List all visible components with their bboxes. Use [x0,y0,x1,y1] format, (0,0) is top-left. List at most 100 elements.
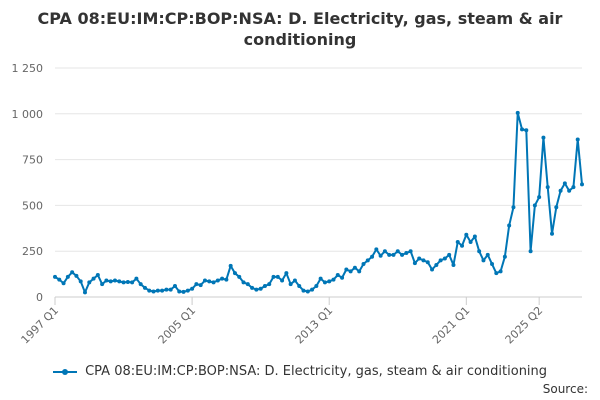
data-point[interactable] [472,234,477,239]
data-point[interactable] [250,285,255,290]
data-point[interactable] [275,274,280,279]
data-point[interactable] [425,260,430,265]
data-point[interactable] [382,249,387,254]
data-point[interactable] [232,271,237,276]
data-point[interactable] [91,276,96,281]
data-point[interactable] [528,249,533,254]
data-point[interactable] [417,256,422,261]
data-point[interactable] [391,252,396,257]
data-point[interactable] [284,271,289,276]
data-point[interactable] [352,265,357,270]
data-point[interactable] [61,281,66,286]
data-point[interactable] [130,280,135,285]
data-point[interactable] [357,269,362,274]
data-point[interactable] [370,254,375,259]
data-point[interactable] [292,278,297,283]
data-point[interactable] [142,285,147,290]
data-point[interactable] [477,249,482,254]
data-point[interactable] [245,282,250,287]
data-point[interactable] [340,275,345,280]
data-point[interactable] [520,127,525,132]
data-point[interactable] [172,284,177,289]
data-point[interactable] [155,288,160,293]
data-point[interactable] [95,273,100,278]
data-point[interactable] [554,205,559,210]
data-point[interactable] [78,279,83,284]
data-point[interactable] [365,258,370,263]
data-point[interactable] [254,287,259,292]
data-point[interactable] [194,282,199,287]
data-point[interactable] [190,286,195,291]
data-point[interactable] [511,205,516,210]
data-point[interactable] [280,278,285,283]
data-point[interactable] [138,282,143,287]
data-point[interactable] [318,276,323,281]
data-point[interactable] [185,288,190,293]
data-point[interactable] [532,203,537,208]
data-point[interactable] [442,256,447,261]
data-point[interactable] [537,195,542,200]
data-point[interactable] [305,289,310,294]
data-point[interactable] [160,288,165,293]
data-point[interactable] [301,288,306,293]
data-point[interactable] [211,280,216,285]
data-point[interactable] [215,278,220,283]
data-point[interactable] [481,258,486,263]
data-point[interactable] [567,188,572,193]
data-point[interactable] [485,252,490,257]
data-point[interactable] [322,280,327,285]
data-point[interactable] [374,247,379,252]
data-point[interactable] [421,258,426,263]
data-point[interactable] [117,279,122,284]
data-point[interactable] [297,284,302,289]
data-point[interactable] [314,284,319,289]
data-point[interactable] [502,254,507,259]
data-point[interactable] [147,288,152,293]
data-point[interactable] [87,280,92,285]
data-point[interactable] [53,274,57,279]
data-point[interactable] [507,223,512,228]
data-point[interactable] [455,240,460,245]
data-point[interactable] [562,181,567,186]
data-point[interactable] [112,278,117,283]
data-point[interactable] [434,262,439,267]
data-point[interactable] [430,267,435,272]
data-point[interactable] [65,274,70,279]
data-point[interactable] [331,277,336,282]
data-point[interactable] [408,249,413,254]
data-point[interactable] [575,137,580,142]
data-point[interactable] [490,262,495,267]
data-point[interactable] [228,263,233,268]
data-point[interactable] [262,284,267,289]
data-point[interactable] [198,283,203,288]
data-point[interactable] [498,269,503,274]
data-point[interactable] [378,253,383,258]
data-point[interactable] [104,278,109,283]
data-point[interactable] [438,258,443,263]
data-point[interactable] [125,279,130,284]
data-point[interactable] [580,182,584,187]
data-point[interactable] [82,290,87,295]
data-point[interactable] [571,185,576,190]
data-point[interactable] [550,231,555,236]
data-point[interactable] [267,282,272,287]
data-point[interactable] [177,289,182,294]
data-point[interactable] [468,240,473,245]
data-point[interactable] [335,273,340,278]
data-point[interactable] [460,243,465,248]
data-point[interactable] [271,274,276,279]
data-point[interactable] [310,287,315,292]
data-point[interactable] [447,252,452,257]
data-point[interactable] [515,110,520,115]
data-point[interactable] [121,280,126,285]
data-point[interactable] [151,289,156,294]
data-point[interactable] [361,262,366,267]
data-point[interactable] [327,279,332,284]
data-point[interactable] [494,271,499,276]
data-point[interactable] [558,188,563,193]
data-point[interactable] [207,279,212,284]
data-point[interactable] [164,287,169,292]
data-point[interactable] [387,252,392,257]
data-point[interactable] [237,274,242,279]
data-point[interactable] [181,289,186,294]
